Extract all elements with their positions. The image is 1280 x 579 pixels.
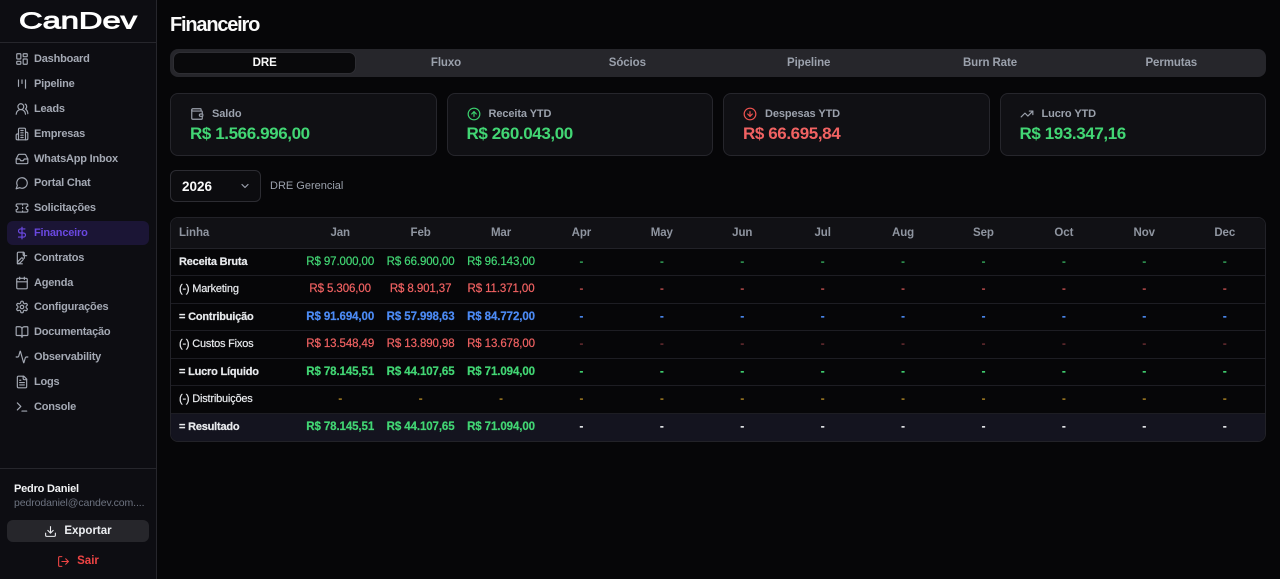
svg-text:CanDev: CanDev [19, 8, 138, 34]
